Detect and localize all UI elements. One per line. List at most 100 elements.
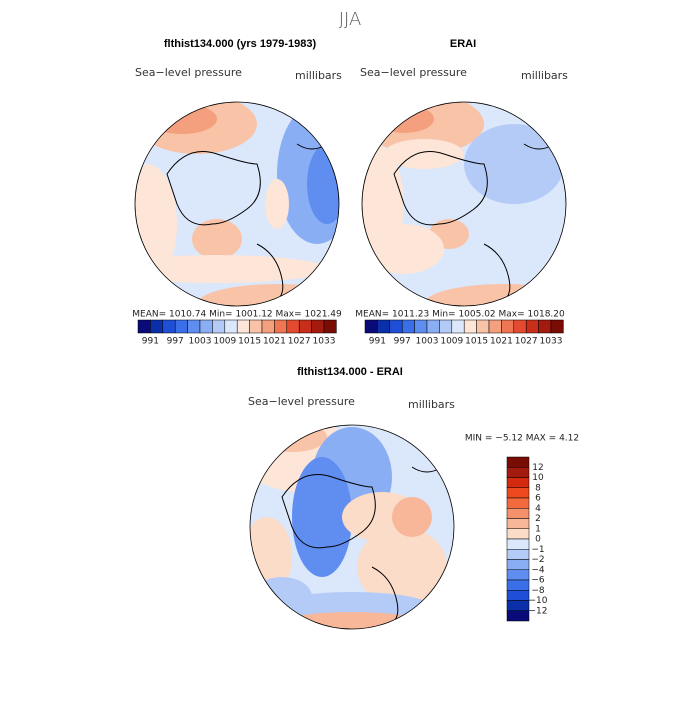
colorbar-swatch [298,319,312,334]
colorbar-label: −1 [531,545,544,555]
contour-region [357,527,447,607]
figure-title: JJA [339,9,362,30]
colorbar-label: 1033 [540,337,563,347]
colorbar-swatch [476,319,490,334]
colorbar-swatch [513,319,527,334]
colorbar-label: 997 [167,337,184,347]
polar-map [250,425,454,629]
colorbar-swatch [261,319,275,334]
variable-label: Sea−level pressure [135,66,242,79]
units-label: millibars [408,398,455,411]
colorbar-label: 1009 [440,337,463,347]
colorbar-label: −10 [529,596,548,606]
colorbar-swatch [426,319,440,334]
colorbar-label: 1027 [515,337,538,347]
contour-region [374,105,434,133]
colorbar-swatch [506,579,530,591]
colorbar-swatch [377,319,391,334]
colorbar-label: 991 [369,337,386,347]
contour-region [364,224,444,274]
colorbar-label: 1015 [465,337,488,347]
colorbar-swatch [162,319,176,334]
colorbar-swatch [506,569,530,581]
colorbar-swatch [389,319,403,334]
contour-region [135,164,177,284]
colorbar-label: −2 [531,555,544,565]
colorbar-swatch [538,319,552,334]
colorbar-swatch [506,590,530,601]
contour-region [192,219,242,259]
colorbar-swatch [212,319,226,334]
contour-region [292,457,352,577]
contour-region [257,425,327,452]
colorbar-label: 10 [532,473,544,483]
colorbar-swatch [439,319,453,334]
colorbar-label: 1021 [263,337,286,347]
contour-region [265,179,289,229]
colorbar-swatch [323,319,337,334]
map-border [361,101,567,307]
colorbar-swatch [199,319,213,334]
colorbar-label: 8 [535,483,541,493]
colorbar-swatch [224,319,238,334]
colorbar-swatch [463,319,477,334]
colorbar-swatch [274,319,288,334]
colorbar-label: 1021 [490,337,513,347]
panel-title: ERAI [450,38,476,50]
colorbar-label: 1033 [313,337,336,347]
colorbar-label: 1027 [288,337,311,347]
units-label: millibars [295,69,342,82]
stats-label: MEAN= 1011.23 Min= 1005.02 Max= 1018.20 [355,310,565,320]
colorbar-label: 1009 [213,337,236,347]
colorbar-label: 991 [142,337,159,347]
colorbar-swatch [506,538,530,550]
colorbar-swatch [525,319,539,334]
colorbar-swatch [506,456,530,468]
colorbar-label: 1003 [416,337,439,347]
colorbar-label: 1015 [238,337,261,347]
variable-label: Sea−level pressure [360,66,467,79]
colorbar-swatch [506,518,530,529]
polar-map [135,102,339,306]
colorbar-swatch [249,319,263,334]
colorbar-label: −8 [531,586,545,596]
colorbar-swatch [506,467,530,478]
colorbar-swatch [506,559,530,570]
colorbar-swatch [311,319,325,334]
colorbar-label: 1003 [189,337,212,347]
map-border [134,101,340,307]
colorbar-swatch [506,477,530,488]
colorbar-swatch [506,508,530,519]
polar-map [362,102,566,306]
contour-region [272,612,432,629]
colorbar-swatch [506,600,530,611]
colorbar-swatch [451,319,465,334]
panel-title: flthist134.000 - ERAI [297,366,403,378]
colorbar-swatch [414,319,428,334]
colorbar-label: 997 [394,337,411,347]
map-border [249,424,455,630]
colorbar-swatch [187,319,201,334]
colorbar-swatch [550,319,564,334]
variable-label: Sea−level pressure [248,395,355,408]
colorbar-swatch [501,319,515,334]
colorbar-swatch [488,319,502,334]
colorbar-swatch [364,319,378,334]
colorbar-label: 1 [535,524,541,534]
colorbar-swatch [506,549,530,560]
colorbar-swatch [137,319,151,334]
colorbar-swatch [506,528,530,540]
colorbar-label: −4 [531,565,545,575]
colorbar-label: 2 [535,514,541,524]
colorbar-label: 12 [532,463,543,473]
colorbar-swatch [506,497,530,509]
contour-region [384,139,464,169]
colorbar-swatch [401,319,415,334]
units-label: millibars [521,69,568,82]
colorbar-swatch [174,319,188,334]
colorbar-swatch [150,319,164,334]
colorbar-swatch [506,487,530,499]
colorbar-swatch [286,319,300,334]
colorbar-label: 0 [535,535,541,545]
